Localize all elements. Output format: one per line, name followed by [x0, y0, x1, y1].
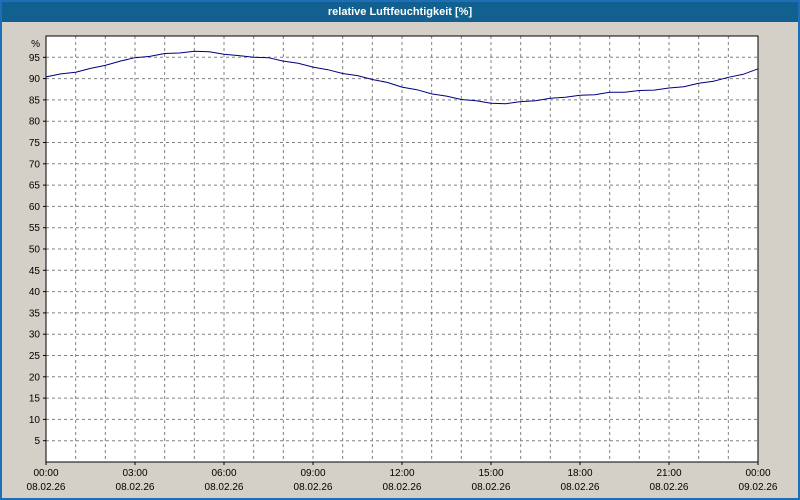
humidity-data-line	[45, 50, 759, 105]
y-axis-label: 65	[29, 181, 41, 192]
x-axis-time-label: 15:00	[478, 468, 503, 479]
humidity-line-chart: 5 10 15 20 25 30 35 40 45 50 55 60 65 70 75 80 85 90 95% 00…	[27, 35, 778, 493]
y-axis-label: 35	[29, 308, 41, 319]
y-axis-label: 40	[29, 287, 41, 298]
y-axis-label: 10	[29, 415, 41, 426]
chart-area: 5 10 15 20 25 30 35 40 45 50 55 60 65 70 75 80 85 90 95% 00…	[2, 22, 798, 498]
x-axis-date-label: 08.02.26	[116, 482, 155, 493]
x-axis-date-label: 09.02.26	[739, 482, 778, 493]
x-axis-date-label: 08.02.26	[205, 482, 244, 493]
x-axis-time-label: 06:00	[211, 468, 236, 479]
x-axis-time-label: 00:00	[33, 468, 58, 479]
y-axis-label: 80	[29, 117, 41, 128]
y-axis-label: 95	[29, 53, 41, 64]
x-axis-time-label: 18:00	[567, 468, 592, 479]
window-title: relative Luftfeuchtigkeit [%]	[327, 6, 473, 18]
y-axis-label: 60	[29, 202, 41, 213]
y-axis-label: 20	[29, 372, 41, 383]
y-axis-label: 70	[29, 159, 41, 170]
x-axis-date-label: 08.02.26	[27, 482, 66, 493]
x-axis-time-label: 12:00	[389, 468, 414, 479]
x-axis-time-label: 00:00	[745, 468, 770, 479]
y-axis-label: 90	[29, 74, 41, 85]
y-axis-label: 75	[29, 138, 41, 149]
x-axis-time-label: 21:00	[656, 468, 681, 479]
x-axis-time-label: 03:00	[122, 468, 147, 479]
x-axis-time-label: 09:00	[300, 468, 325, 479]
y-axis-unit-label: %	[31, 39, 40, 50]
y-axis-label: 45	[29, 266, 41, 277]
x-axis-date-label: 08.02.26	[294, 482, 333, 493]
x-axis-date-label: 08.02.26	[472, 482, 511, 493]
y-axis-label: 25	[29, 351, 41, 362]
x-axis-date-label: 08.02.26	[561, 482, 600, 493]
y-axis-label: 85	[29, 95, 41, 106]
y-axis-label: 15	[29, 394, 41, 405]
y-axis-label: 55	[29, 223, 41, 234]
x-axis-date-label: 08.02.26	[650, 482, 689, 493]
title-bar[interactable]: relative Luftfeuchtigkeit [%]	[2, 2, 798, 22]
x-axis-date-label: 08.02.26	[383, 482, 422, 493]
y-axis-label: 5	[34, 436, 40, 447]
y-axis-label: 30	[29, 330, 41, 341]
y-axis-label: 50	[29, 245, 41, 256]
